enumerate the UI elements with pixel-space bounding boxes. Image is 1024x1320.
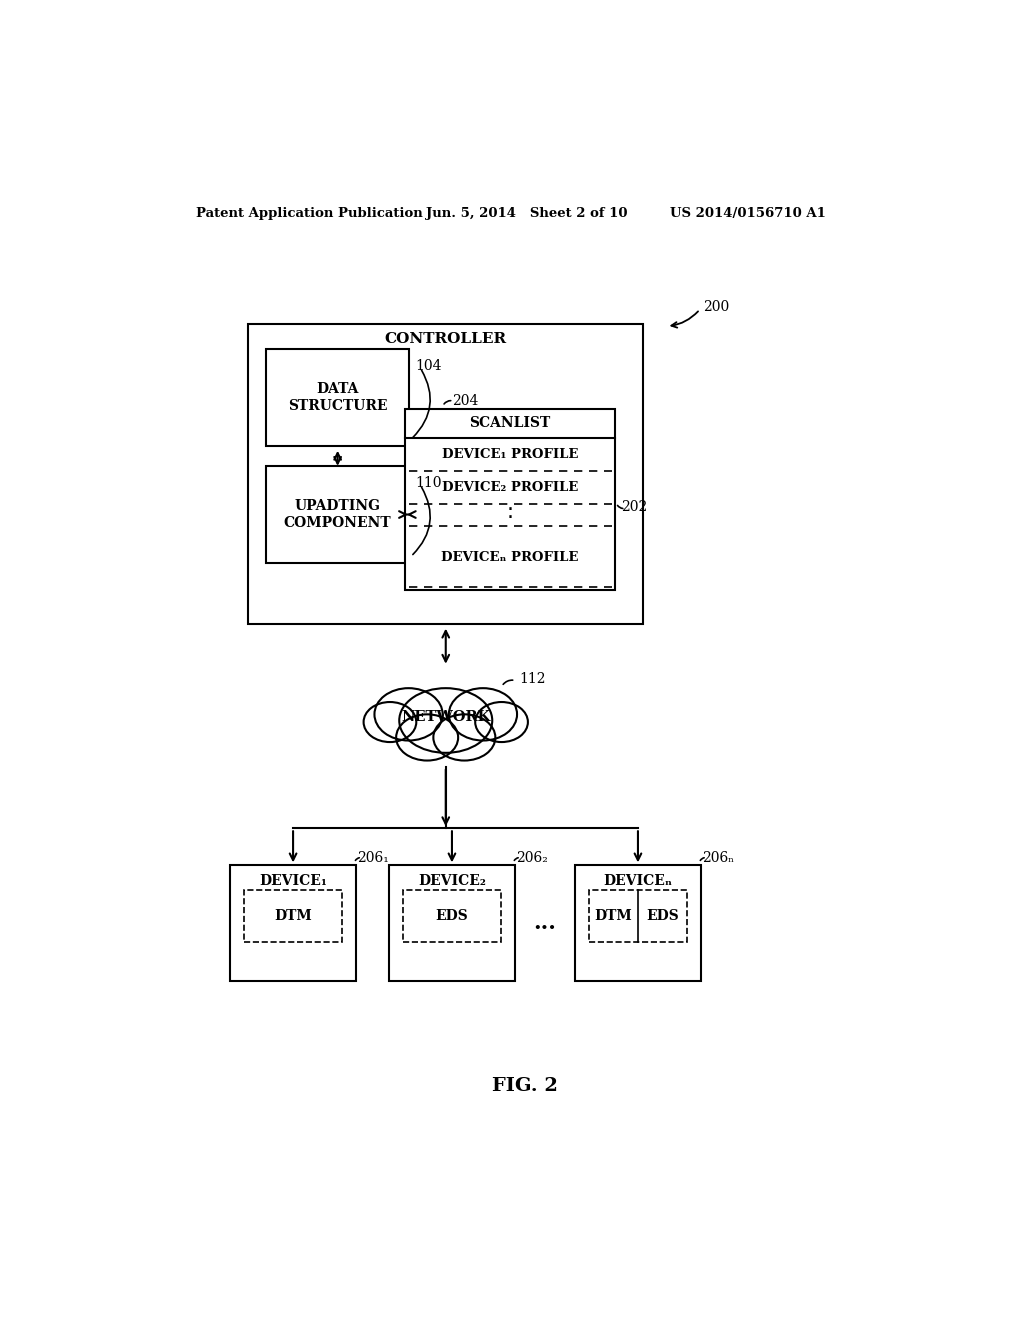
Ellipse shape — [364, 702, 417, 742]
Bar — [266, 350, 410, 446]
Text: US 2014/0156710 A1: US 2014/0156710 A1 — [671, 207, 826, 220]
Text: DEVICEₙ: DEVICEₙ — [603, 874, 673, 887]
Ellipse shape — [449, 688, 517, 741]
Text: 110: 110 — [416, 477, 442, 490]
Text: 112: 112 — [519, 672, 546, 686]
Text: DEVICEₙ PROFILE: DEVICEₙ PROFILE — [441, 552, 579, 564]
Ellipse shape — [399, 688, 493, 752]
Text: 204: 204 — [452, 393, 478, 408]
Bar — [266, 466, 410, 562]
Text: DEVICE₁ PROFILE: DEVICE₁ PROFILE — [442, 447, 579, 461]
Text: 206₂: 206₂ — [516, 850, 548, 865]
Ellipse shape — [475, 702, 528, 742]
Text: Jun. 5, 2014   Sheet 2 of 10: Jun. 5, 2014 Sheet 2 of 10 — [426, 207, 628, 220]
Bar — [248, 323, 643, 624]
Text: NETWORK: NETWORK — [401, 710, 490, 723]
Bar — [406, 409, 614, 590]
Ellipse shape — [433, 714, 496, 760]
Text: 104: 104 — [416, 359, 442, 374]
Text: Patent Application Publication: Patent Application Publication — [197, 207, 423, 220]
Text: SCANLIST: SCANLIST — [469, 416, 551, 430]
Bar — [230, 866, 356, 981]
Text: DTM: DTM — [274, 909, 312, 923]
Text: ...: ... — [534, 912, 556, 935]
Text: UPADTING
COMPONENT: UPADTING COMPONENT — [284, 499, 391, 529]
Text: DEVICE₂ PROFILE: DEVICE₂ PROFILE — [442, 480, 579, 494]
Text: ·: · — [507, 508, 514, 528]
Text: 202: 202 — [621, 500, 647, 513]
Text: 206ₙ: 206ₙ — [702, 850, 734, 865]
Text: ·: · — [507, 500, 514, 520]
Bar — [403, 890, 501, 942]
Text: EDS: EDS — [435, 909, 468, 923]
Text: DATA
STRUCTURE: DATA STRUCTURE — [288, 383, 387, 413]
Text: CONTROLLER: CONTROLLER — [385, 333, 507, 346]
Text: EDS: EDS — [646, 909, 679, 923]
Text: 206₁: 206₁ — [357, 850, 389, 865]
Ellipse shape — [375, 688, 442, 741]
Text: DTM: DTM — [595, 909, 633, 923]
Bar — [589, 890, 687, 942]
Ellipse shape — [396, 714, 458, 760]
Text: DEVICE₁: DEVICE₁ — [259, 874, 327, 887]
Text: FIG. 2: FIG. 2 — [492, 1077, 558, 1096]
Bar — [389, 866, 515, 981]
Bar — [575, 866, 700, 981]
Text: DEVICE₂: DEVICE₂ — [418, 874, 485, 887]
Text: 200: 200 — [703, 300, 729, 314]
Bar — [245, 890, 342, 942]
